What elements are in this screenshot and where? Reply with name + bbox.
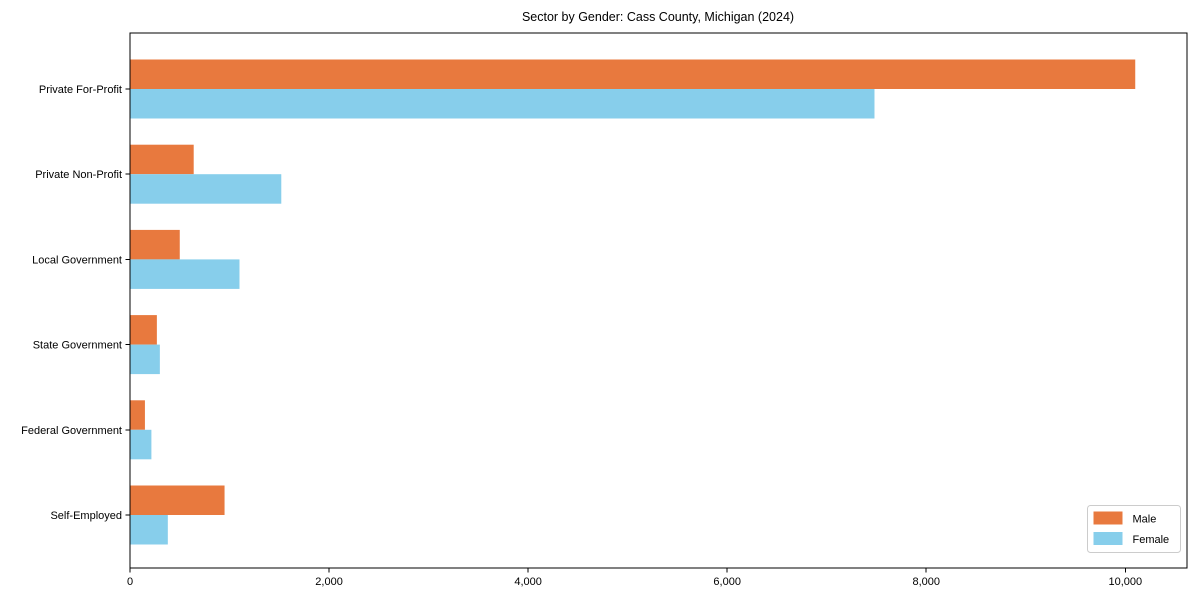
bar-female-state-government <box>130 344 160 375</box>
y-axis-label-self-employed: Self-Employed <box>50 510 122 522</box>
bar-female-self-employed <box>130 515 168 545</box>
bar-male-self-employed <box>130 485 225 515</box>
plot-border <box>129 32 1188 569</box>
bar-female-private-non-profit <box>130 174 282 204</box>
bar-female-private-for-profit <box>130 89 875 119</box>
x-axis-tick-label: 6,000 <box>713 576 741 588</box>
legend-swatch-female <box>1093 532 1123 545</box>
y-axis-label-federal-government: Federal Government <box>21 425 122 437</box>
y-axis-label-private-for-profit: Private For-Profit <box>39 84 122 96</box>
bar-male-private-for-profit <box>130 59 1136 89</box>
x-axis-tick-label: 0 <box>127 576 133 588</box>
y-axis-label-state-government: State Government <box>33 340 122 352</box>
x-axis-tick-label: 4,000 <box>514 576 542 588</box>
x-axis-tick-label: 10,000 <box>1108 576 1142 588</box>
y-axis-label-local-government: Local Government <box>32 254 122 266</box>
bar-female-federal-government <box>130 429 152 460</box>
x-axis-tick-label: 8,000 <box>912 576 940 588</box>
bar-male-federal-government <box>130 400 145 430</box>
chart-title: Sector by Gender: Cass County, Michigan … <box>522 10 794 24</box>
x-axis-tick-label: 2,000 <box>315 576 343 588</box>
legend-swatch-male <box>1093 511 1123 525</box>
y-axis-label-private-non-profit: Private Non-Profit <box>35 169 122 181</box>
legend-label-female: Female <box>1133 534 1170 546</box>
bar-male-state-government <box>130 315 157 345</box>
legend-label-male: Male <box>1133 514 1157 526</box>
bar-male-private-non-profit <box>130 144 194 175</box>
bar-female-local-government <box>130 259 240 289</box>
bar-male-local-government <box>130 229 180 260</box>
